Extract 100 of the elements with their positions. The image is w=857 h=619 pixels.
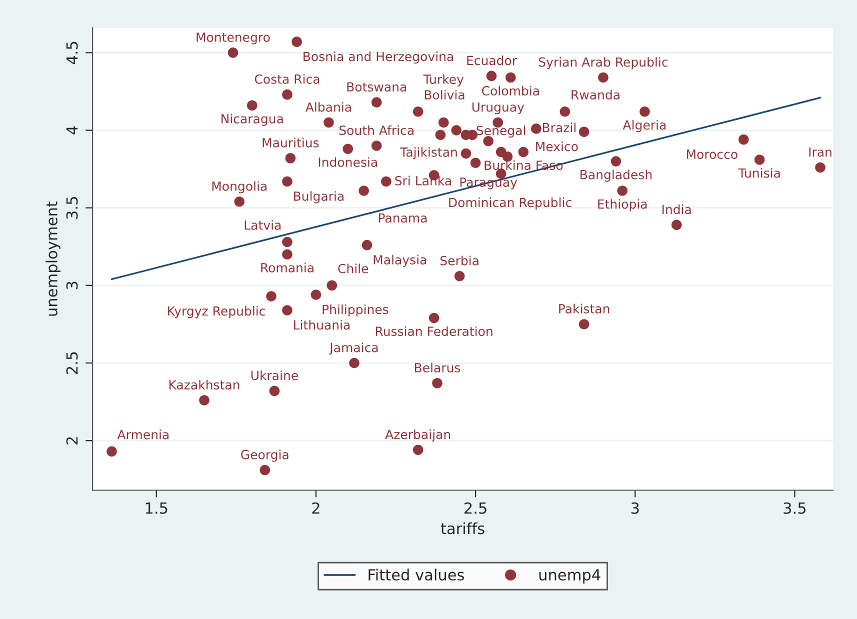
annotation: Armenia (117, 430, 169, 440)
annotation: Bulgaria (294, 191, 344, 204)
annotation: Uruguay (472, 102, 524, 114)
point (486, 70, 497, 82)
annotation: Kazakhstan (169, 380, 240, 390)
point (246, 100, 258, 111)
annotation: Jamaica (329, 342, 378, 355)
annotation: Ukraine (251, 370, 298, 380)
point (106, 446, 117, 457)
point (282, 89, 292, 100)
annotation: Botswana (347, 82, 406, 92)
point (412, 444, 424, 456)
y-tick-label: 4.5 (66, 42, 78, 64)
y-axis-title: unemployment (46, 201, 60, 316)
annotation: Montenegro (196, 32, 270, 44)
annotation: Bosnia and Herzegovina (304, 52, 454, 64)
y-tick-label: 3.5 (66, 197, 78, 219)
annotation: Mongolia (212, 181, 267, 194)
annotation: Kyrgyz Republic (168, 306, 265, 318)
annotation: Serbia (440, 256, 478, 266)
point (560, 106, 570, 117)
point (371, 140, 382, 151)
point (451, 125, 462, 136)
annotation: Romania (261, 262, 314, 272)
annotation: Azerbaijan (385, 429, 450, 442)
point (282, 236, 292, 248)
point (578, 319, 590, 330)
annotation: Tunisia (738, 168, 780, 178)
x-axis-title: tariffs (440, 522, 484, 534)
point (438, 117, 449, 128)
x-tick-label: 3 (631, 502, 639, 514)
annotation: Ecuador (467, 56, 518, 66)
annotation: Brazil (542, 122, 576, 132)
annotation: Lithuania (294, 320, 350, 330)
annotation: Iran (809, 147, 832, 157)
point (310, 290, 322, 300)
y-tick-label: 3 (66, 282, 78, 290)
point (324, 117, 334, 128)
x-tick-label: 2.5 (464, 502, 486, 514)
annotation: Bolivia (424, 90, 464, 100)
legend-label: Fitted values (368, 568, 464, 581)
point (738, 134, 749, 145)
point (381, 176, 392, 187)
annotation: Pakistan (559, 304, 610, 314)
point (460, 148, 472, 159)
annotation: Ethiopia (598, 199, 647, 212)
annotation: Senegal (476, 126, 526, 138)
point (358, 186, 369, 196)
point (506, 72, 516, 83)
annotation: India (662, 204, 691, 214)
point (362, 240, 372, 250)
point (578, 126, 590, 137)
point (260, 464, 270, 476)
point (228, 48, 238, 58)
annotation: Mexico (536, 142, 578, 152)
point (266, 291, 276, 302)
legend-label: unemp4 (539, 569, 600, 584)
point (199, 395, 210, 406)
point (349, 358, 360, 368)
x-tick-label: 2 (312, 502, 320, 514)
x-tick-label: 3.5 (784, 502, 806, 514)
annotation: Dominican Republic (449, 197, 572, 210)
annotation: Tajikistan (400, 147, 457, 160)
point (292, 36, 302, 47)
point (326, 280, 338, 291)
point (428, 312, 440, 324)
point (640, 106, 650, 117)
annotation: Bangladesh (580, 170, 652, 182)
y-tick-label: 4 (66, 126, 78, 134)
point (454, 270, 465, 282)
point (282, 249, 292, 260)
point (269, 386, 280, 396)
y-tick-label: 2.5 (66, 352, 78, 374)
point (412, 106, 424, 117)
annotation: Algeria (622, 120, 666, 132)
point (234, 196, 245, 207)
annotation: Russian Federation (376, 326, 492, 336)
annotation: Nicaragua (222, 114, 283, 126)
annotation: Georgia (241, 450, 288, 462)
annotation: Morocco (686, 150, 738, 159)
y-tick-label: 2 (66, 437, 78, 444)
annotation: Belarus (414, 362, 460, 372)
annotation: Turkey (423, 74, 464, 86)
point (815, 162, 826, 173)
point (435, 130, 446, 140)
point (282, 305, 292, 316)
annotation: Costa Rica (254, 74, 320, 84)
point (342, 144, 354, 154)
point (282, 176, 292, 187)
annotation: Colombia (482, 86, 539, 96)
point (610, 156, 622, 166)
annotation: Philippines (322, 304, 388, 317)
point (518, 146, 529, 158)
point (432, 378, 442, 388)
point (617, 186, 628, 196)
x-tick-label: 1.5 (146, 502, 168, 514)
point (754, 154, 765, 165)
point (285, 153, 296, 164)
point (671, 220, 682, 230)
point (470, 158, 481, 168)
